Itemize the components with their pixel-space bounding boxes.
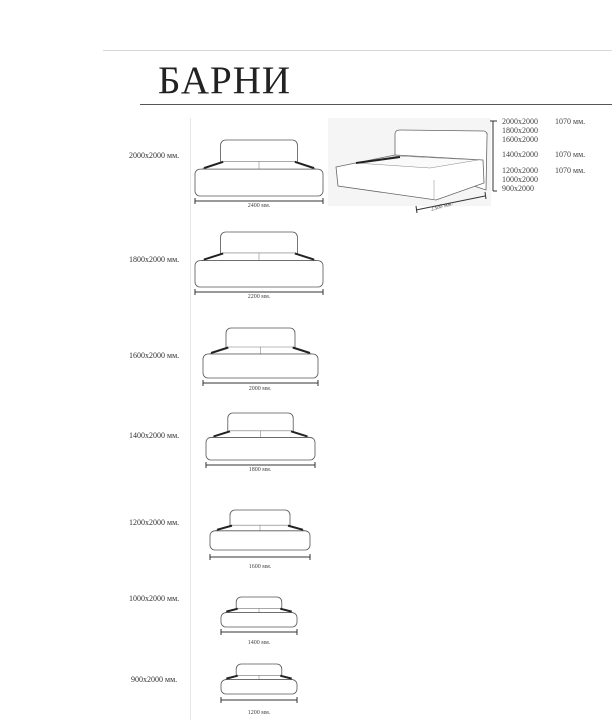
top-divider xyxy=(103,50,612,51)
spec-size: 1600x2000 xyxy=(502,135,538,144)
title-underline xyxy=(140,104,612,105)
width-dimension: 1800 мм. xyxy=(248,467,272,473)
size-label: 1200x2000 мм. xyxy=(129,518,180,527)
perspective-rail xyxy=(355,156,401,164)
width-dimension: 2400 мм. xyxy=(247,203,271,209)
bed-base xyxy=(220,612,298,628)
perspective-base xyxy=(335,154,485,201)
column-divider xyxy=(190,118,191,720)
spec-size: 2000x2000 xyxy=(502,117,538,126)
frame-rail xyxy=(290,430,308,438)
frame-rail xyxy=(280,674,292,680)
bed-base xyxy=(194,168,324,197)
frame-rail xyxy=(226,674,238,680)
spec-size: 1000x2000 xyxy=(502,175,538,184)
frame-rail xyxy=(294,160,315,170)
bed-base xyxy=(202,353,319,379)
size-label: 1600x2000 мм. xyxy=(129,351,180,360)
spec-height: 1070 мм. xyxy=(555,150,586,159)
frame-rail xyxy=(287,524,304,531)
frame-rail xyxy=(216,524,233,531)
width-dimension: 2200 мм. xyxy=(247,294,271,300)
size-label: 1800x2000 мм. xyxy=(129,255,180,264)
bed-base xyxy=(209,530,311,551)
dimension-tick xyxy=(415,205,418,214)
frame-rail xyxy=(294,252,315,261)
bed-base xyxy=(194,260,324,288)
spec-size: 1200x2000 xyxy=(502,166,538,175)
size-label: 1000x2000 мм. xyxy=(129,594,180,603)
frame-rail xyxy=(203,252,224,261)
width-dimension: 1400 мм. xyxy=(247,640,271,646)
width-dimension: 1200 мм. xyxy=(247,710,271,716)
bed-base xyxy=(205,437,316,461)
size-label: 1400x2000 мм. xyxy=(129,431,180,440)
width-dimension: 2000 мм. xyxy=(248,386,272,392)
spec-size: 1800x2000 xyxy=(502,126,538,135)
spec-height: 1070 мм. xyxy=(555,117,586,126)
bed-base xyxy=(220,679,298,695)
spec-size: 1400x2000 xyxy=(502,150,538,159)
frame-rail xyxy=(203,160,224,170)
spec-height: 1070 мм. xyxy=(555,166,586,175)
spec-size: 900x2000 xyxy=(502,184,534,193)
page-title: БАРНИ xyxy=(158,59,292,102)
size-label: 900x2000 мм. xyxy=(131,675,178,684)
frame-rail xyxy=(213,430,231,438)
width-dimension: 1600 мм. xyxy=(248,564,272,570)
frame-rail xyxy=(226,607,238,613)
frame-rail xyxy=(292,346,311,354)
frame-rail xyxy=(280,607,292,613)
dimension-tick xyxy=(484,191,487,200)
length-dimension-line xyxy=(415,195,486,211)
size-label: 2000x2000 мм. xyxy=(129,151,180,160)
frame-rail xyxy=(210,346,229,354)
